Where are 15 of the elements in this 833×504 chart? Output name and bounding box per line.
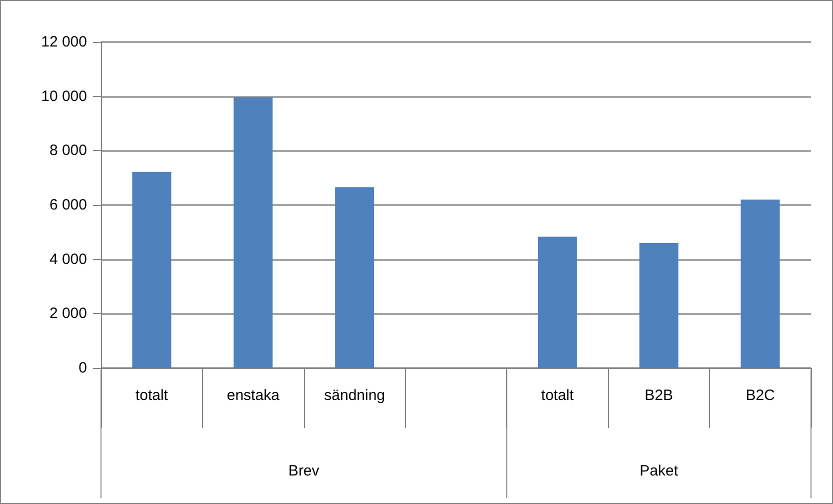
y-tick-label: 6 000 bbox=[49, 196, 87, 214]
y-tick-label: 8 000 bbox=[49, 142, 87, 160]
y-tick-label: 2 000 bbox=[49, 305, 87, 322]
y-tick-label: 12 000 bbox=[41, 34, 87, 50]
x-tick-label: totalt bbox=[541, 387, 575, 404]
x-tick-label: B2B bbox=[644, 387, 674, 404]
y-tick-label: 10 000 bbox=[41, 88, 87, 105]
x-tick-label: totalt bbox=[135, 387, 169, 404]
y-tick-label: 4 000 bbox=[49, 250, 87, 268]
text: Paket bbox=[640, 462, 679, 480]
x-tick-label: B2C bbox=[746, 387, 776, 404]
text: Brev bbox=[288, 462, 320, 480]
x-tick-label: enstaka bbox=[226, 387, 280, 404]
x-tick-label: sändning bbox=[324, 387, 386, 404]
y-tick-label: 0 bbox=[78, 360, 87, 376]
